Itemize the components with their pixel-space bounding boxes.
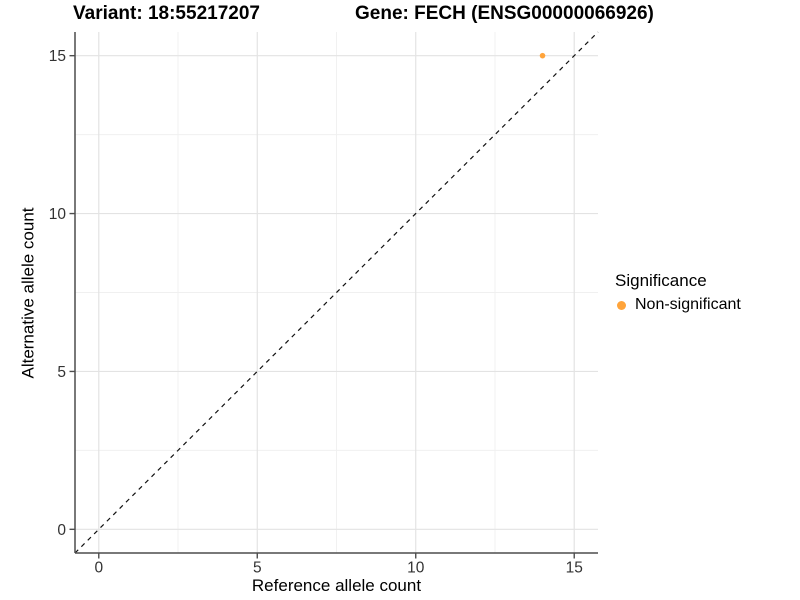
y-tick-label: 5 — [57, 364, 66, 381]
x-tick-label: 15 — [566, 560, 583, 577]
x-axis-title: Reference allele count — [251, 576, 422, 595]
data-point — [539, 52, 546, 59]
x-tick-label: 0 — [94, 560, 103, 577]
x-tick-label: 5 — [253, 560, 262, 577]
y-axis-title-wrap: Alternative allele count — [8, 32, 50, 553]
y-tick-label: 10 — [49, 206, 67, 223]
plot-title-variant: Variant: 18:55217207 — [73, 3, 260, 24]
legend-title: Significance — [615, 271, 707, 290]
x-tick-label: 10 — [407, 560, 425, 577]
identity-dashed-line — [74, 31, 599, 554]
y-tick-label: 0 — [57, 522, 66, 539]
plot-title-gene: Gene: FECH (ENSG00000066926) — [355, 3, 654, 24]
y-axis-title: Alternative allele count — [19, 206, 39, 379]
legend-entry: Non-significant — [615, 296, 741, 314]
legend-point-swatch-icon — [617, 300, 626, 310]
y-tick-label: 15 — [49, 48, 66, 65]
legend-entry-label: Non-significant — [635, 296, 741, 313]
legend: Significance Non-significant — [615, 271, 741, 314]
